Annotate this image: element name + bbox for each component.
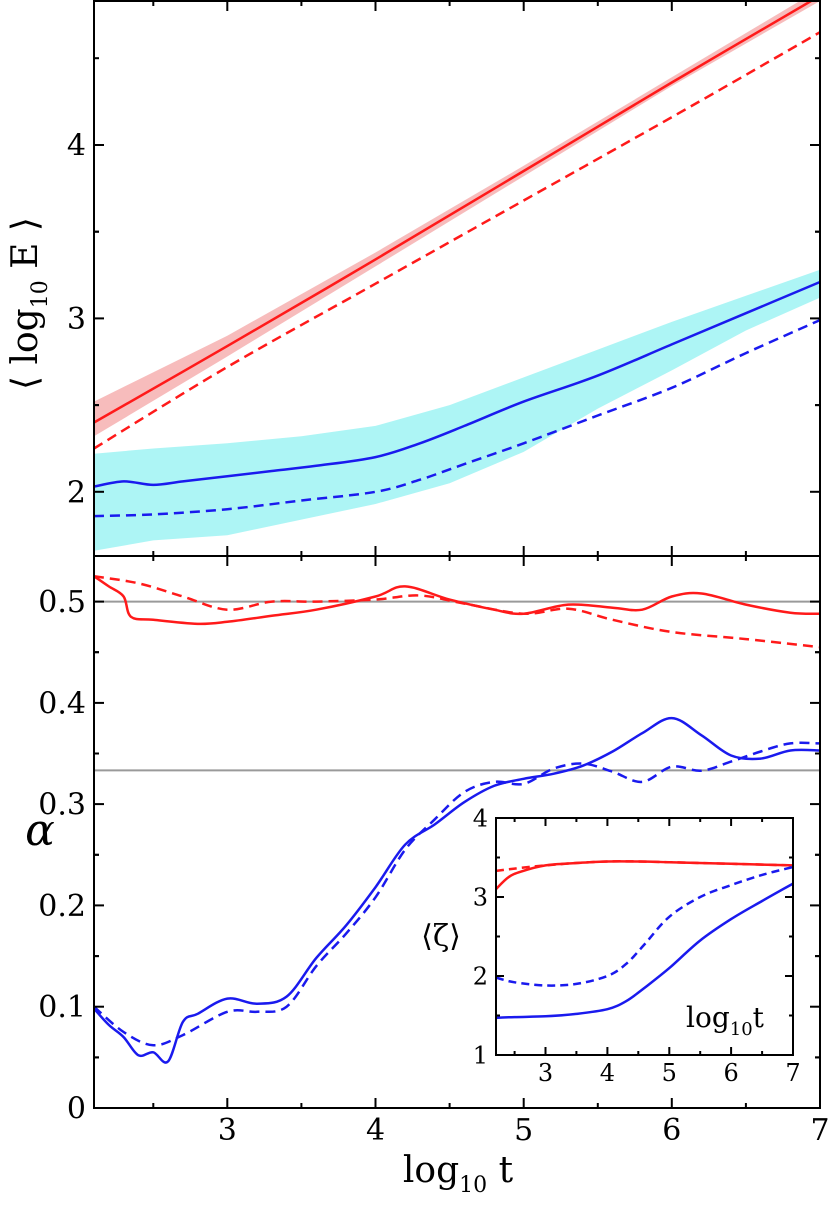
top-series-blue-dashed: [93, 318, 821, 518]
inset-xtick-label-6: 6: [723, 1059, 738, 1087]
top-bands: [94, 0, 820, 551]
top-ytick-label-4: 4: [67, 129, 86, 164]
bottom-series-red-solid: [93, 575, 821, 626]
inset-xtick-label-4: 4: [600, 1059, 615, 1087]
inset-lines: [495, 860, 794, 1020]
bottom-ytick-label-0.3: 0.3: [38, 788, 86, 823]
inset-xtick-label-7: 7: [785, 1059, 800, 1087]
band-cyan-spread: [94, 269, 820, 551]
bottom-xtick-label-3: 3: [218, 1113, 237, 1148]
inset-panel: 3 4 5 6 7 1 2 3 4 ⟨ζ⟩ log10t: [421, 804, 800, 1087]
bottom-y-axis-label: α: [25, 805, 55, 856]
inset-x-axis-label: log10t: [686, 1001, 765, 1040]
top-y-axis-label: ⟨ log10 E ⟩: [5, 217, 53, 390]
bottom-xtick-label-5: 5: [514, 1113, 533, 1148]
top-ytick-label-3: 3: [67, 302, 86, 337]
bottom-xtick-label-7: 7: [810, 1113, 829, 1148]
inset-series-blue-solid: [495, 882, 794, 1020]
bottom-xtick-label-4: 4: [366, 1113, 385, 1148]
bottom-ytick-label-0.5: 0.5: [38, 585, 86, 620]
top-series-red-solid: [93, 0, 816, 424]
top-series-blue-solid: [93, 280, 821, 488]
bottom-series-red-dashed: [93, 575, 821, 649]
inset-plot-frame: [495, 817, 794, 1056]
inset-xtick-label-3: 3: [538, 1059, 553, 1087]
inset-ytick-label-3: 3: [473, 883, 488, 911]
inset-ytick-label-2: 2: [473, 962, 488, 990]
bottom-plot-frame: [93, 555, 821, 1109]
bottom-ytick-label-0.2: 0.2: [38, 889, 86, 924]
top-ytick-label-2: 2: [67, 475, 86, 510]
bottom-ytick-label-0.1: 0.1: [38, 990, 86, 1025]
inset-ytick-label-1: 1: [473, 1041, 488, 1069]
inset-ticks: 3 4 5 6 7 1 2 3 4: [473, 804, 801, 1087]
inset-xtick-label-5: 5: [662, 1059, 677, 1087]
inset-series-blue-dashed: [495, 865, 794, 987]
bottom-ytick-label-0.4: 0.4: [38, 686, 86, 721]
bottom-series-blue-dashed: [93, 741, 821, 1047]
reference-lines: [94, 600, 820, 772]
inset-ytick-label-4: 4: [473, 804, 488, 832]
bottom-panel: 3 4 5 6 7 0 0.1 0.2 0.3 0.4 0.5 α log10 t: [25, 555, 830, 1198]
band-red-spread: [94, 0, 820, 437]
inset-series-red-dashed: [495, 860, 794, 873]
bottom-series-blue-solid: [93, 716, 821, 1064]
top-panel: 2 3 4 ⟨ log10 E ⟩: [5, 0, 821, 557]
x-axis-label: log10 t: [403, 1150, 514, 1198]
bottom-lines: [93, 575, 821, 1064]
bottom-ytick-label-0: 0: [67, 1092, 86, 1127]
inset-y-axis-label: ⟨ζ⟩: [421, 919, 461, 954]
top-series-red-dashed: [93, 31, 821, 450]
bottom-xtick-label-6: 6: [662, 1113, 681, 1148]
top-lines: [93, 0, 821, 518]
